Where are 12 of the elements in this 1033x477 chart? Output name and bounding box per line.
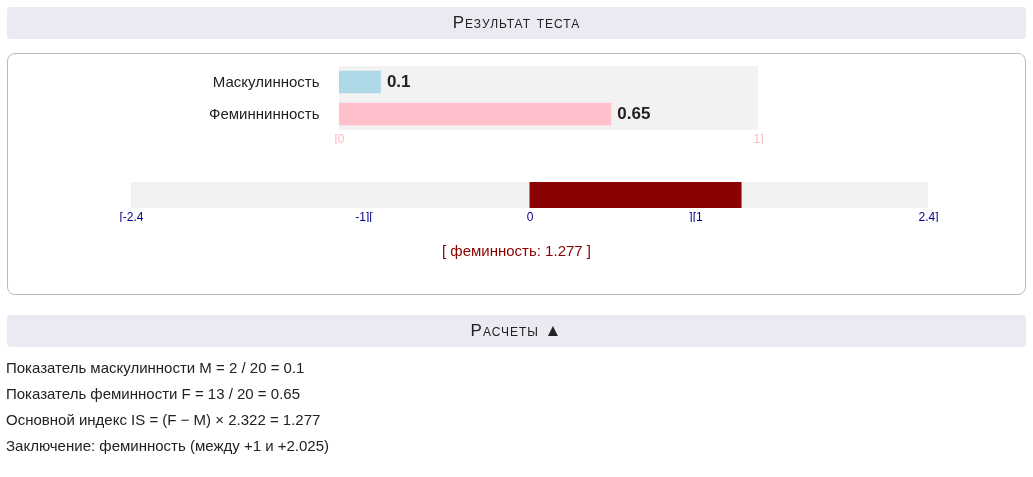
chart-title: Результат теста bbox=[7, 7, 1026, 39]
text: Расчеты ▲ bbox=[7, 315, 1026, 347]
text: Показатель феминности F = 13 / 20 = 0.65 bbox=[6, 384, 301, 404]
x-tick-label: 0 bbox=[526, 209, 534, 224]
text: Заключение: феминность (между +1 и +2.025) bbox=[6, 436, 330, 456]
text: Основной индекс IS = (F − M) × 2.322 = 1.277 bbox=[6, 410, 322, 430]
text: Показатель маскулинности M = 2 / 20 = 0.1 bbox=[6, 358, 306, 378]
y-tick-label: Маскулинность bbox=[212, 73, 320, 90]
data-label: 0.1 bbox=[386, 72, 411, 91]
y-tick-label: Феминнинность bbox=[209, 105, 320, 122]
text: [ феминность: 1.277 ] bbox=[441, 242, 592, 259]
data-label: 0.65 bbox=[617, 104, 651, 123]
